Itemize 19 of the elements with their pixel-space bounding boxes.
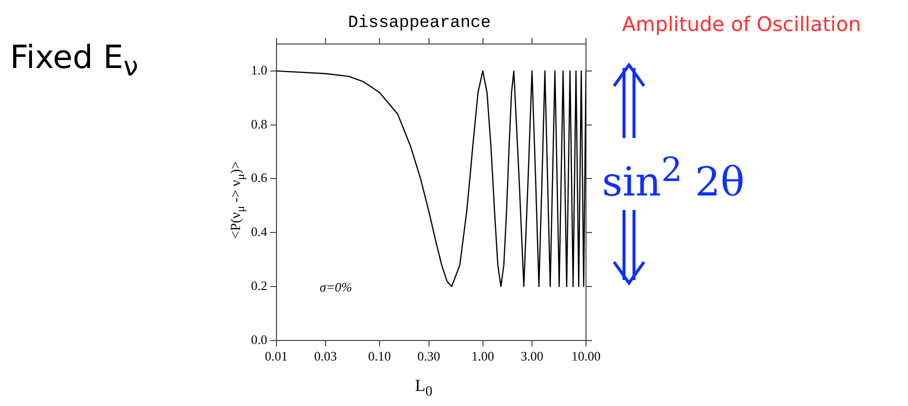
x-tick-label: 0.03 [314,348,337,364]
y-tick-label: 0.6 [251,170,268,186]
x-tick-label: 0.30 [417,348,440,364]
y-tick-label: 0.8 [251,116,268,132]
x-tick-label: 3.00 [520,348,544,364]
y-tick-label: 0.4 [251,224,268,240]
text: Amplitude of Oscillation [622,12,861,36]
x-tick-label: 0.10 [368,348,391,364]
x-tick-label: 0.01 [264,348,288,364]
y-tick-label: 1.0 [251,62,268,78]
y-tick-label: 0.2 [251,278,268,293]
chart-title: Dissappearance [348,14,491,33]
x-tick-label: 10.00 [571,348,601,364]
x-axis-title: L$_{0}$ [415,376,432,400]
y-tick-label: 0.0 [251,332,268,347]
text: sin$^{2}$ 2θ [602,150,745,206]
text: Fixed E$_{ν}$ [10,38,138,82]
x-tick-label: 1.00 [471,348,494,364]
annotation: σ=0% [320,280,352,295]
